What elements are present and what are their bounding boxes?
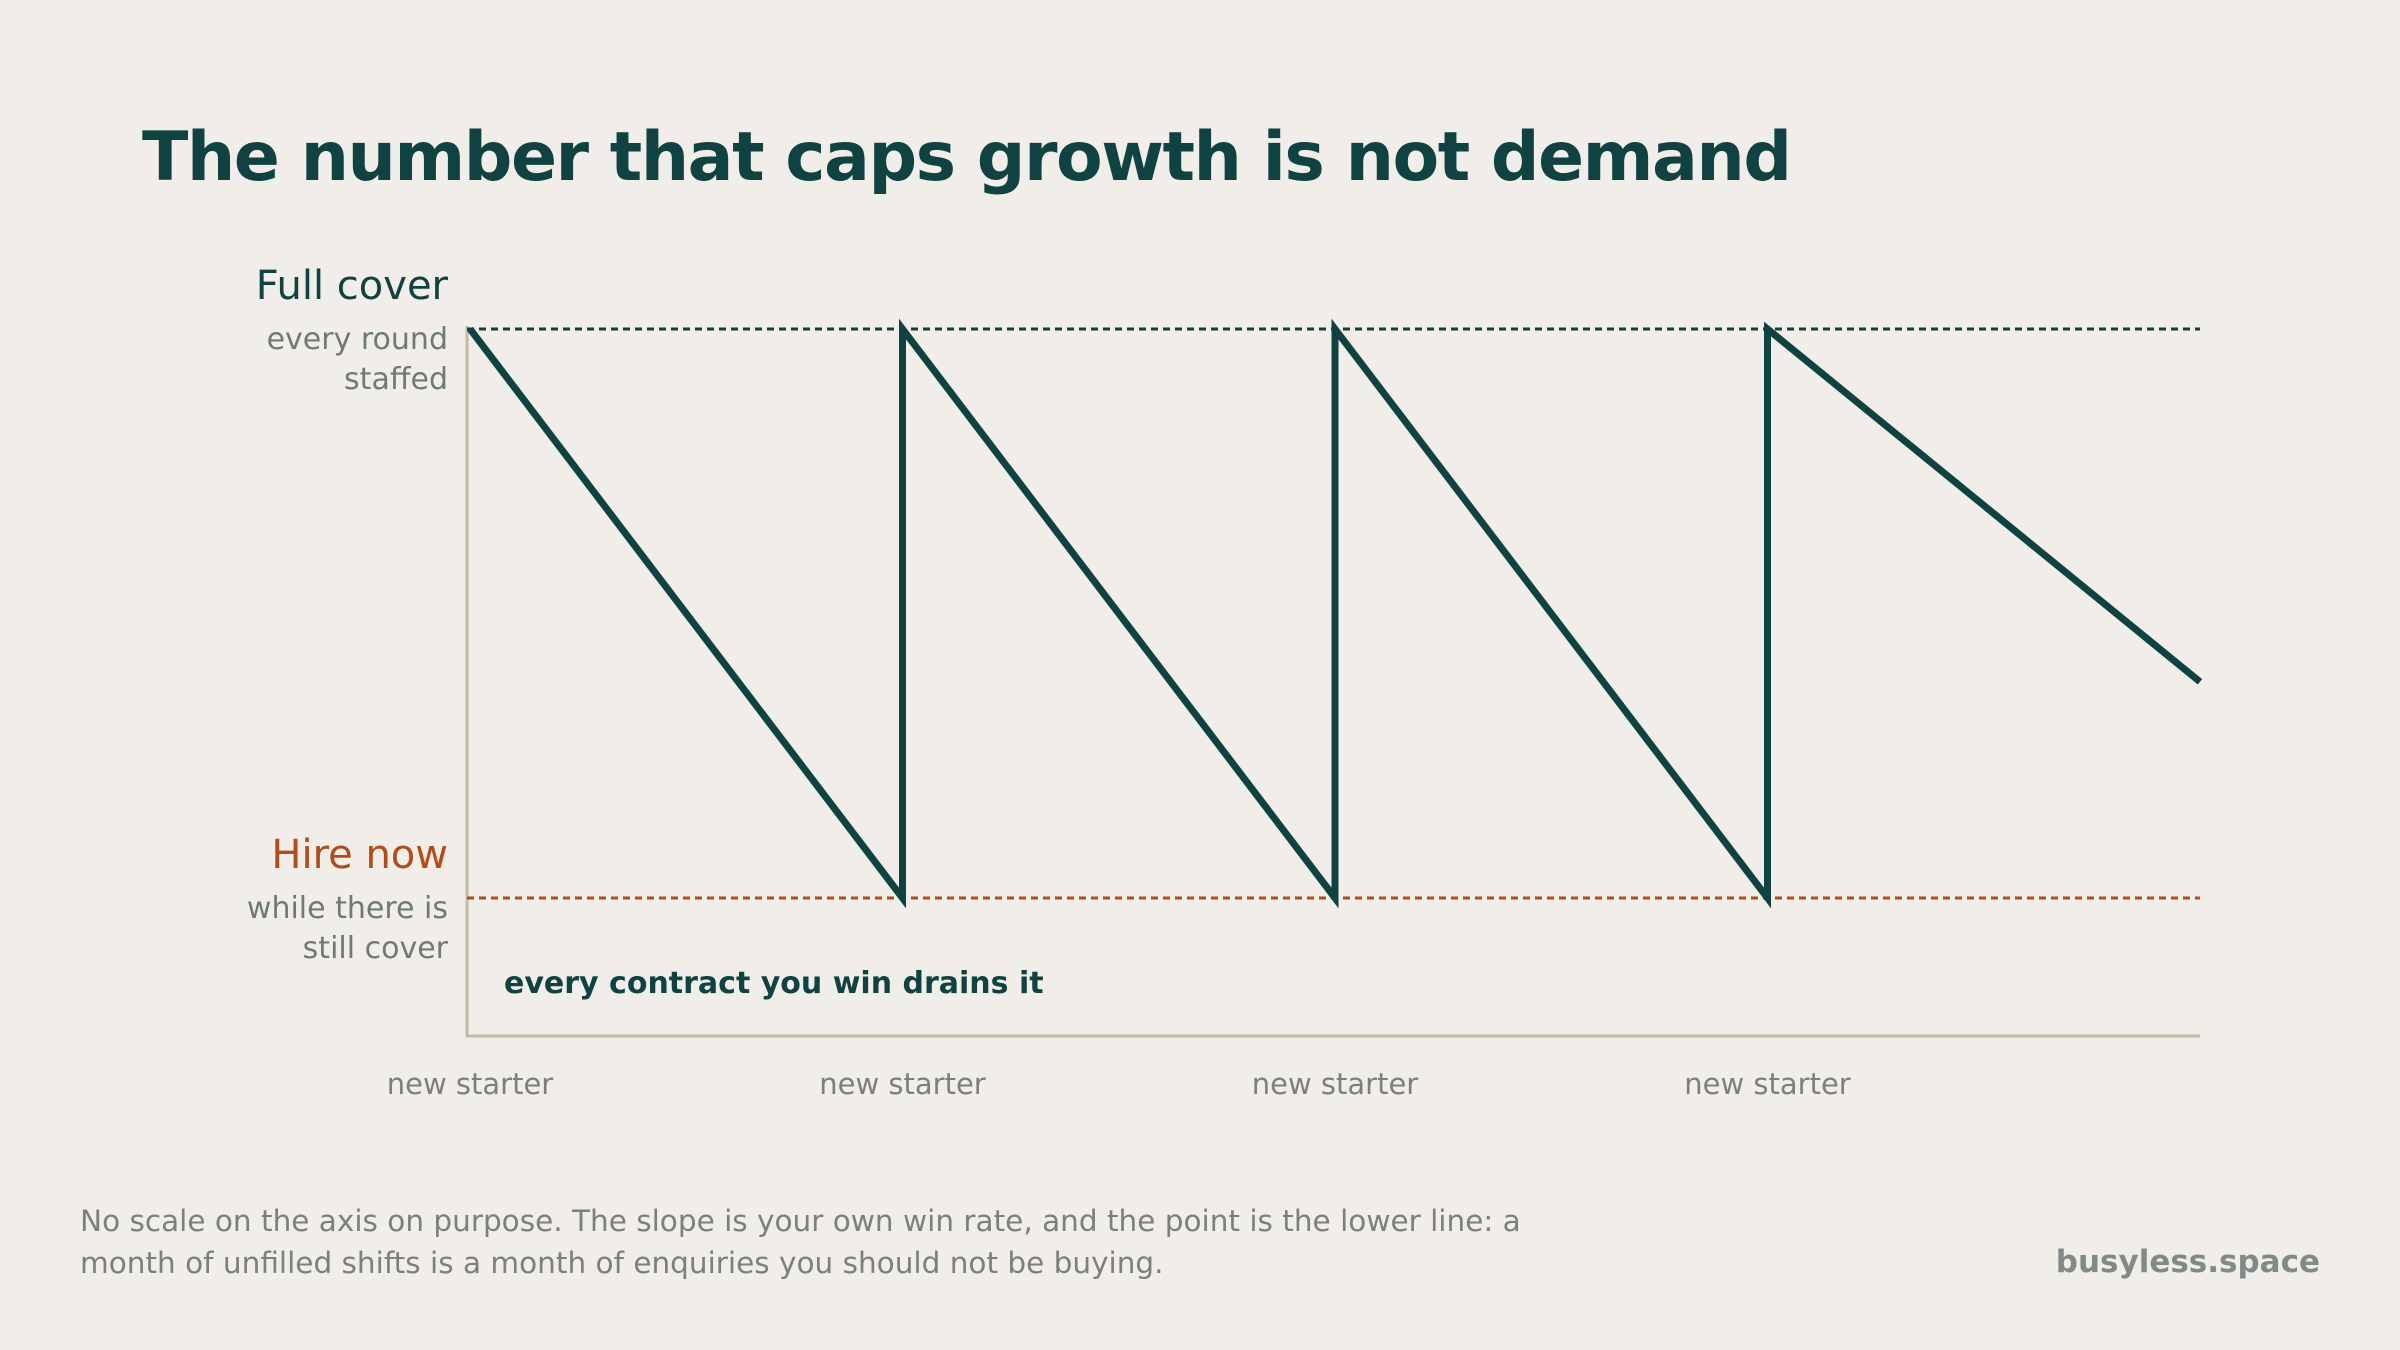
x-tick-label: new starter bbox=[1252, 1067, 1419, 1101]
x-tick-label: new starter bbox=[819, 1067, 986, 1101]
drain-annotation: every contract you win drains it bbox=[504, 966, 1044, 1001]
footnote-line-1: No scale on the axis on purpose. The slo… bbox=[80, 1204, 1521, 1238]
hire-now-sub-line-2: still cover bbox=[303, 931, 449, 966]
full-cover-label: Full cover bbox=[256, 263, 449, 309]
full-cover-sub-line-2: staffed bbox=[344, 362, 448, 397]
footnote: No scale on the axis on purpose. The slo… bbox=[80, 1200, 1521, 1284]
hire-now-sub-line-1: while there is bbox=[247, 891, 448, 926]
x-tick-labels: new starter new starter new starter new sta… bbox=[387, 1067, 1851, 1101]
footnote-line-2: month of unfilled shifts is a month of e… bbox=[80, 1246, 1164, 1280]
page-title: The number that caps growth is not deman… bbox=[142, 118, 1792, 197]
x-tick-label: new starter bbox=[387, 1067, 554, 1101]
brand-link[interactable]: busyless.space bbox=[2055, 1244, 2320, 1280]
hire-now-label: Hire now bbox=[271, 832, 448, 878]
full-cover-sub-line-1: every round bbox=[267, 322, 448, 357]
cover-series-line bbox=[467, 318, 2203, 909]
x-tick-label: new starter bbox=[1684, 1067, 1851, 1101]
